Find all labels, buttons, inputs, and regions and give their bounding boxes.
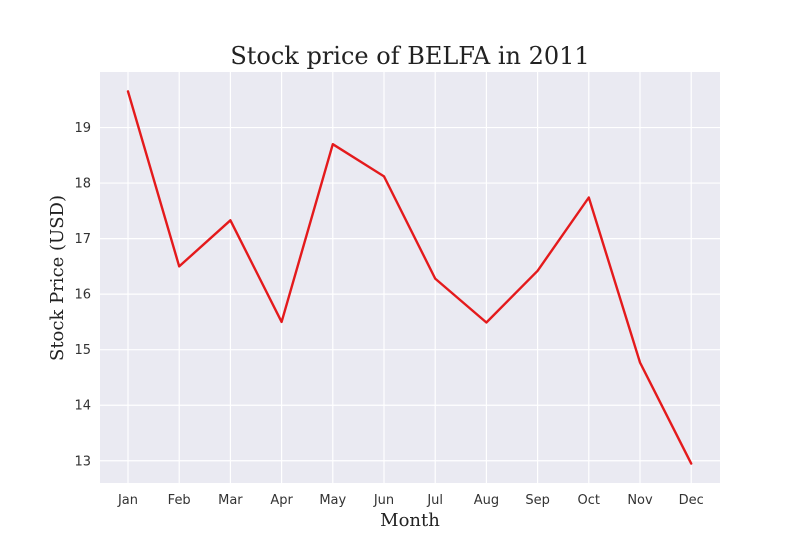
y-tick-label: 19 xyxy=(74,121,91,136)
y-tick-label: 15 xyxy=(74,343,91,358)
y-tick-label: 17 xyxy=(74,232,91,247)
x-tick-label: Jul xyxy=(426,493,443,508)
series-line xyxy=(126,90,693,465)
x-tick-label: Nov xyxy=(627,493,653,508)
x-tick-label: Aug xyxy=(474,493,499,508)
y-tick-label: 13 xyxy=(74,454,91,469)
plot-area xyxy=(100,72,720,483)
y-tick-label: 16 xyxy=(74,288,91,303)
series-lines xyxy=(126,90,693,465)
x-tick-label: Apr xyxy=(270,493,293,508)
y-axis-label: Stock Price (USD) xyxy=(47,195,68,361)
x-tick-label: Mar xyxy=(218,493,243,508)
chart-title: Stock price of BELFA in 2011 xyxy=(230,42,589,70)
x-axis-label: Month xyxy=(380,510,440,531)
x-tick-label: May xyxy=(319,493,346,508)
x-tick-label: Jan xyxy=(117,493,138,508)
x-tick-label: Sep xyxy=(525,493,550,508)
x-tick-label: Feb xyxy=(168,493,191,508)
y-tick-label: 14 xyxy=(74,399,91,414)
x-tick-label: Oct xyxy=(578,493,600,508)
x-tick-labels: Jan Feb Mar Apr May Jun Jul Aug Sep Oct Nov Dec xyxy=(117,493,704,508)
x-tick-label: Jun xyxy=(373,493,394,508)
grid-lines xyxy=(100,72,720,483)
x-tick-label: Dec xyxy=(679,493,704,508)
y-tick-label: 18 xyxy=(74,177,91,192)
y-tick-labels: 13 14 15 16 17 18 19 xyxy=(74,121,91,469)
